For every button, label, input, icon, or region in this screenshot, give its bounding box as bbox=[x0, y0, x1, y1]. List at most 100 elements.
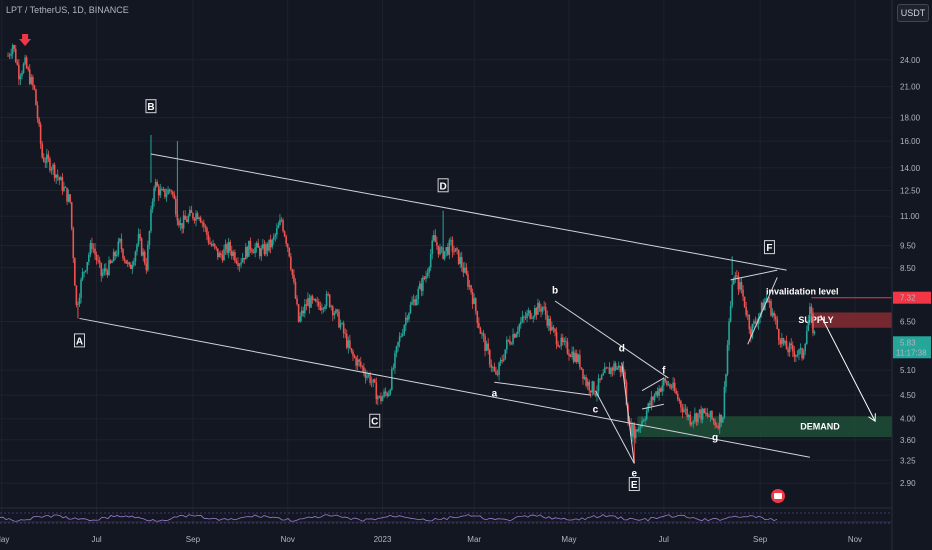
candle-body bbox=[554, 328, 556, 333]
candle-body bbox=[221, 254, 224, 261]
candle-body bbox=[196, 213, 199, 219]
candle-body bbox=[276, 228, 278, 235]
candle-body bbox=[760, 302, 763, 313]
candle-body bbox=[465, 267, 468, 275]
price-axis-tick: 6.50 bbox=[900, 317, 916, 326]
candle-body bbox=[403, 325, 406, 335]
bar-countdown: 11:17:38 bbox=[896, 348, 927, 357]
candle-body bbox=[776, 319, 779, 330]
trendline bbox=[554, 300, 669, 379]
candle-body bbox=[788, 343, 791, 353]
candle-body bbox=[715, 425, 718, 427]
candle-body bbox=[128, 262, 131, 265]
candle-body bbox=[782, 338, 785, 344]
candle-body bbox=[372, 379, 374, 383]
candle-body bbox=[220, 253, 222, 255]
candle-body bbox=[187, 215, 190, 222]
candle-body bbox=[704, 412, 707, 414]
candle-body bbox=[574, 353, 577, 362]
candle-body bbox=[131, 265, 134, 269]
candle-body bbox=[470, 285, 472, 293]
candle-body bbox=[288, 247, 291, 257]
candle-body bbox=[251, 249, 253, 252]
trendline bbox=[641, 377, 665, 392]
candle-body bbox=[725, 374, 727, 387]
candle-body bbox=[703, 408, 705, 414]
candle-body bbox=[638, 427, 640, 432]
candle-body bbox=[347, 340, 350, 348]
candle-body bbox=[680, 400, 682, 408]
candle-body bbox=[304, 304, 306, 314]
candle-body bbox=[268, 239, 270, 251]
candle-body bbox=[153, 188, 155, 202]
candle-body bbox=[537, 302, 539, 315]
candle-body bbox=[36, 105, 39, 119]
candle-body bbox=[799, 348, 802, 350]
currency-badge[interactable]: USDT bbox=[897, 4, 929, 22]
candle-body bbox=[613, 363, 615, 371]
candle-body bbox=[52, 164, 54, 170]
time-axis-tick: Jul bbox=[91, 535, 101, 544]
candle-body bbox=[813, 331, 816, 334]
candle-body bbox=[248, 240, 250, 257]
candle-body bbox=[476, 311, 479, 323]
candle-body bbox=[771, 312, 774, 316]
price-axis-tick: 5.10 bbox=[900, 366, 916, 375]
candle-body bbox=[42, 157, 45, 162]
candle-body bbox=[227, 242, 230, 253]
candle-body bbox=[631, 424, 634, 437]
invalidation-label: invalidation level bbox=[766, 287, 839, 297]
candle-body bbox=[80, 279, 82, 298]
candle-body bbox=[310, 296, 312, 308]
candle-body bbox=[105, 268, 107, 271]
candle-body bbox=[611, 367, 614, 371]
candle-body bbox=[462, 267, 465, 273]
candle-body bbox=[773, 312, 775, 317]
candle-body bbox=[97, 260, 99, 262]
candle-body bbox=[84, 270, 87, 272]
candle-body bbox=[742, 289, 744, 297]
candle-body bbox=[349, 340, 351, 349]
candle-body bbox=[589, 390, 592, 393]
candle-body bbox=[524, 317, 527, 319]
candle-body bbox=[145, 263, 148, 271]
price-axis-tick: 12.50 bbox=[900, 187, 921, 196]
candle-body bbox=[218, 253, 221, 258]
candle-body bbox=[380, 396, 382, 402]
candle-body bbox=[801, 348, 803, 359]
wave-label-e: e bbox=[631, 469, 637, 480]
candle-body bbox=[21, 72, 23, 77]
candle-body bbox=[647, 403, 650, 411]
candle-body bbox=[515, 333, 517, 338]
time-axis-tick: May bbox=[0, 535, 9, 544]
wave-label-box bbox=[628, 477, 640, 492]
candle-body bbox=[409, 304, 412, 314]
candle-body bbox=[490, 364, 493, 368]
price-axis-tick: 16.00 bbox=[900, 137, 921, 146]
candle-body bbox=[237, 262, 239, 267]
candle-body bbox=[262, 244, 264, 249]
price-axis-tick: 11.00 bbox=[900, 212, 920, 221]
candle-body bbox=[203, 222, 205, 227]
projection-arrowhead bbox=[868, 413, 876, 423]
candle-body bbox=[151, 201, 154, 210]
candle-body bbox=[213, 243, 216, 247]
candle-body bbox=[569, 355, 572, 357]
candle-body bbox=[257, 242, 259, 248]
candle-body bbox=[215, 246, 218, 249]
candle-body bbox=[602, 373, 604, 376]
candle-body bbox=[700, 409, 702, 420]
candle-body bbox=[510, 343, 513, 345]
candle-body bbox=[133, 261, 135, 266]
candle-body bbox=[89, 243, 92, 255]
candle-body bbox=[58, 177, 61, 181]
demand-zone bbox=[637, 416, 892, 438]
candle-body bbox=[112, 251, 115, 262]
candle-body bbox=[401, 334, 404, 336]
trendline bbox=[730, 269, 778, 281]
candle-body bbox=[78, 297, 81, 305]
candle-body bbox=[540, 308, 542, 312]
price-axis-tick: 21.00 bbox=[900, 83, 921, 92]
